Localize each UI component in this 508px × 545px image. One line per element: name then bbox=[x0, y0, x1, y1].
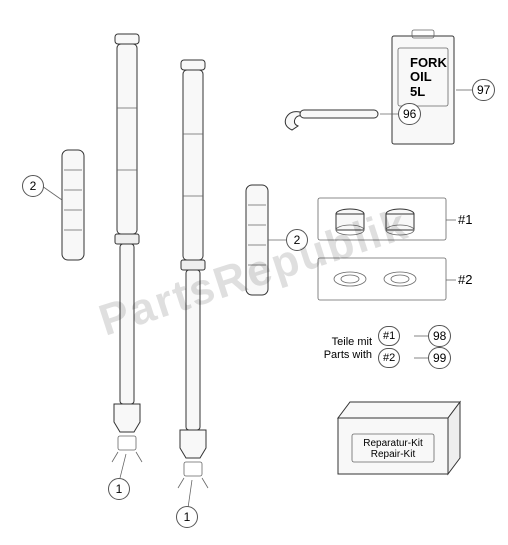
fork-protector-left bbox=[62, 150, 84, 260]
repair-kit-en: Repair-Kit bbox=[356, 449, 430, 460]
callout-2-mid: 2 bbox=[286, 229, 308, 251]
oil-can-line3: 5L bbox=[410, 85, 447, 99]
fork-leg-right bbox=[178, 60, 208, 488]
callout-98: 98 bbox=[428, 325, 451, 347]
oil-can-label: FORK OIL 5L bbox=[410, 56, 447, 99]
callout-1-left: 1 bbox=[108, 478, 130, 500]
parts-with-en: Parts with bbox=[312, 349, 372, 362]
fork-leg-left bbox=[112, 34, 142, 462]
callout-2-left: 2 bbox=[22, 175, 44, 197]
tag-hash1: #1 bbox=[378, 326, 400, 346]
oil-can-line2: OIL bbox=[410, 70, 447, 84]
fork-protector-right bbox=[246, 185, 268, 295]
parts-with-label: Teile mit Parts with bbox=[312, 336, 372, 362]
callout-96: 96 bbox=[398, 103, 421, 125]
diagram-stage: FORK OIL 5L Reparatur-Kit Repair-Kit Tei… bbox=[0, 0, 508, 545]
hash-2: #2 bbox=[458, 272, 472, 287]
callout-99: 99 bbox=[428, 347, 451, 369]
tag-hash2: #2 bbox=[378, 348, 400, 368]
repair-kit-label: Reparatur-Kit Repair-Kit bbox=[356, 438, 430, 460]
hook-wrench bbox=[285, 110, 378, 130]
repair-kit-de: Reparatur-Kit bbox=[356, 438, 430, 449]
oil-can-line1: FORK bbox=[410, 56, 447, 70]
parts-with-de: Teile mit bbox=[312, 336, 372, 349]
callout-1-right: 1 bbox=[176, 506, 198, 528]
kit-2-seals bbox=[318, 258, 446, 300]
kit-1-bushings bbox=[318, 198, 446, 240]
callout-97: 97 bbox=[472, 79, 495, 101]
hash-1: #1 bbox=[458, 212, 472, 227]
